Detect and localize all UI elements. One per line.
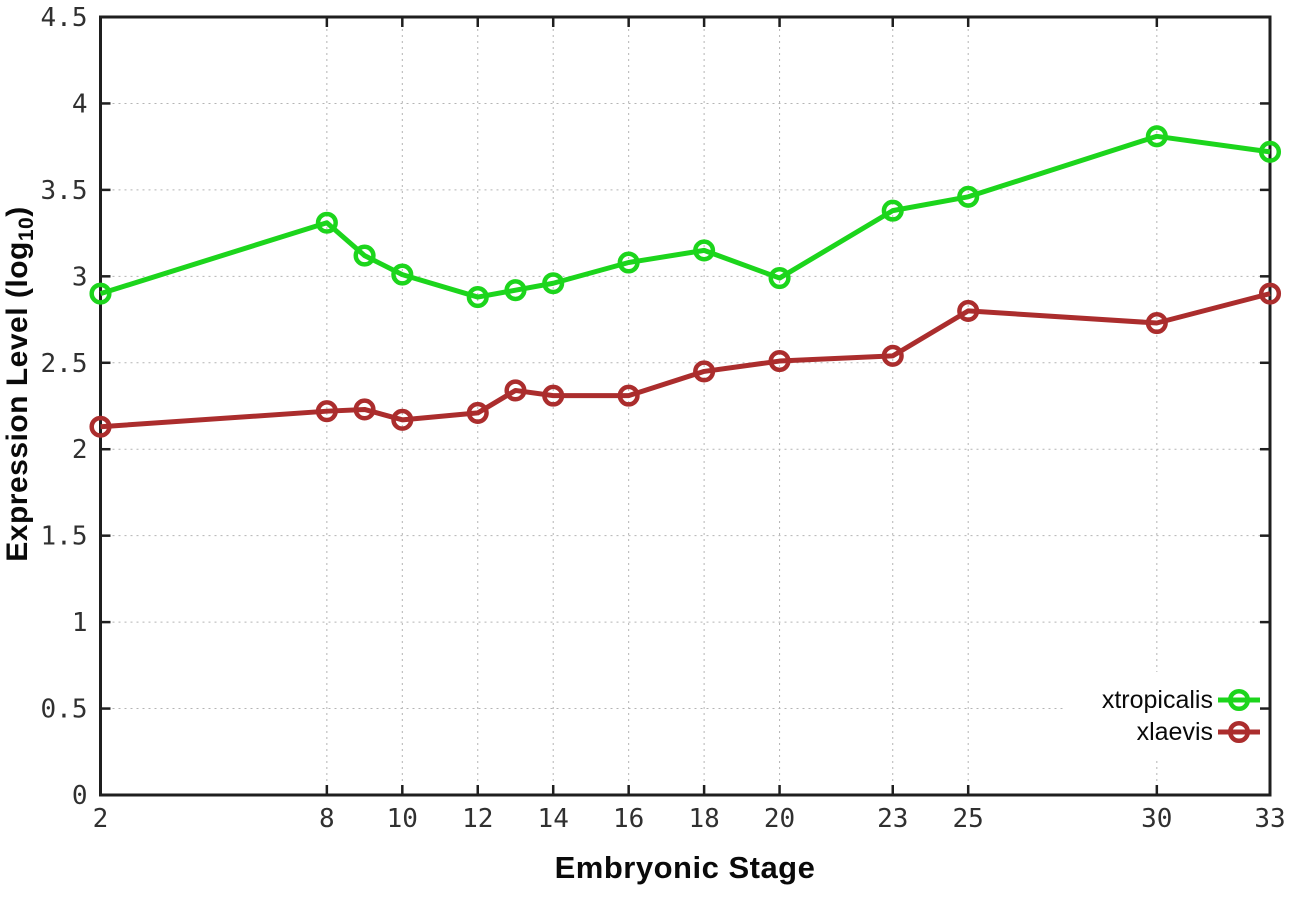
legend-label-xtropicalis: xtropicalis [1101, 686, 1213, 714]
x-tick-label: 25 [953, 804, 984, 834]
x-tick-label: 20 [764, 804, 795, 834]
data-point-xlaevis [1145, 311, 1168, 335]
x-tick-label: 23 [877, 804, 908, 834]
data-point-xlaevis [504, 379, 527, 402]
data-point-xtropicalis [1145, 125, 1168, 148]
data-point-xtropicalis [1258, 140, 1282, 163]
x-tick-label: 18 [688, 804, 719, 834]
data-point-xlaevis [617, 384, 640, 407]
data-point-xlaevis [1258, 282, 1282, 305]
y-tick-label: 1.5 [41, 522, 88, 552]
y-axis-title-close: ) [1, 206, 34, 217]
x-tick-label: 2 [93, 804, 109, 834]
data-point-xlaevis [353, 398, 376, 421]
data-point-xlaevis [466, 401, 489, 424]
y-tick-label: 1 [72, 608, 88, 638]
data-point-xlaevis [957, 299, 980, 322]
legend-marker-xtropicalis [1227, 688, 1251, 712]
y-tick-label: 0.5 [41, 695, 88, 725]
data-point-xtropicalis [504, 279, 527, 302]
x-tick-label: 12 [462, 804, 493, 834]
data-point-xtropicalis [353, 244, 376, 267]
data-point-xtropicalis [768, 267, 791, 290]
x-tick-label: 8 [319, 804, 335, 834]
y-tick-label: 3 [72, 262, 88, 292]
data-point-xtropicalis [315, 211, 338, 234]
y-tick-label: 2 [72, 435, 88, 465]
y-tick-label: 0 [72, 781, 88, 811]
data-point-xtropicalis [957, 185, 980, 208]
y-tick-label: 2.5 [41, 349, 88, 379]
x-tick-label: 30 [1141, 804, 1172, 834]
data-point-xlaevis [768, 349, 791, 373]
data-point-xtropicalis [617, 251, 640, 274]
x-axis-title: Embryonic Stage [554, 850, 816, 885]
data-point-xlaevis [881, 344, 904, 367]
legend-label-xlaevis: xlaevis [1136, 718, 1213, 746]
y-tick-label: 4 [72, 89, 88, 119]
legend-background [1066, 672, 1264, 760]
data-point-xtropicalis [89, 282, 112, 305]
data-point-xlaevis [542, 384, 565, 407]
y-axis-title-text: Expression Level (log [1, 241, 34, 562]
series-line-xtropicalis [99, 133, 1271, 300]
series-line-xlaevis [100, 291, 1271, 430]
data-point-xlaevis [89, 415, 112, 438]
x-tick-label: 10 [387, 804, 418, 834]
y-tick-label: 3.5 [41, 176, 88, 206]
data-point-xtropicalis [693, 239, 716, 262]
y-tick-label: 4.5 [41, 3, 88, 33]
data-point-xtropicalis [881, 199, 904, 222]
data-point-xtropicalis [391, 263, 414, 286]
x-tick-label: 14 [538, 804, 569, 834]
legend-marker-xlaevis [1227, 720, 1251, 744]
data-point-xlaevis [693, 360, 716, 383]
y-axis-title-subscript: 10 [14, 216, 38, 242]
data-point-xlaevis [315, 400, 338, 423]
data-point-xtropicalis [542, 272, 565, 295]
y-axis-title: Expression Level (log10) [0, 84, 38, 684]
data-point-xlaevis [391, 408, 414, 431]
x-tick-label: 33 [1254, 804, 1285, 834]
plot-border [99, 15, 1272, 797]
x-tick-label: 16 [613, 804, 644, 834]
data-point-xtropicalis [466, 286, 489, 309]
